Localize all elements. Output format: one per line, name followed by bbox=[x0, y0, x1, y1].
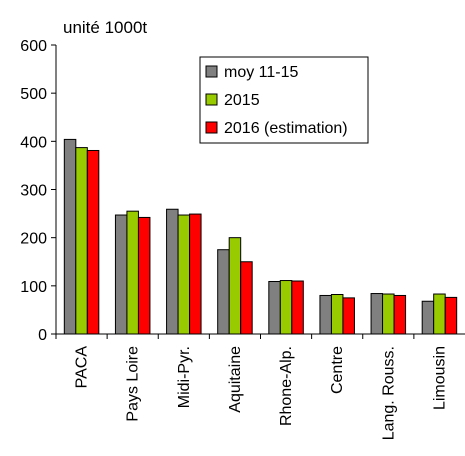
axes: 0 100 200 300 400 500 600 bbox=[20, 38, 465, 344]
y-tick-label: 400 bbox=[20, 134, 47, 151]
y-tick-label: 100 bbox=[20, 279, 47, 296]
legend-box bbox=[199, 56, 369, 144]
y-tick-label: 600 bbox=[20, 38, 47, 55]
bar bbox=[177, 214, 191, 335]
x-tick-label: Limousin bbox=[431, 346, 448, 410]
x-tick-labels: PACA Pays Loire Midi-Pyr. Aquitaine Rhone-Al… bbox=[74, 346, 449, 441]
y-tick-label: 500 bbox=[20, 86, 47, 103]
bar bbox=[126, 210, 139, 335]
bar bbox=[217, 249, 230, 335]
bar bbox=[189, 213, 202, 335]
legend-swatch bbox=[205, 121, 218, 134]
legend: moy 11-15 2015 2016 (estimation) bbox=[199, 56, 369, 144]
bar bbox=[370, 293, 384, 335]
bar bbox=[444, 296, 458, 335]
bar bbox=[382, 293, 395, 335]
bar bbox=[63, 138, 77, 335]
x-tick-label: Rhone-Alp. bbox=[278, 346, 295, 426]
bar bbox=[330, 294, 344, 335]
bar bbox=[279, 280, 293, 335]
x-tick-label: Pays Loire bbox=[125, 346, 142, 422]
x-tick-label: Aquitaine bbox=[227, 346, 244, 413]
bar bbox=[137, 216, 151, 335]
y-tick-label: 200 bbox=[20, 231, 47, 248]
x-tick-label: PACA bbox=[74, 346, 91, 389]
bar bbox=[433, 293, 446, 335]
bars bbox=[63, 138, 458, 335]
bar bbox=[393, 294, 407, 335]
bar bbox=[114, 214, 128, 335]
legend-label: moy 11-15 bbox=[224, 64, 299, 81]
x-tick-label: Lang. Rouss. bbox=[380, 346, 397, 440]
bar bbox=[291, 280, 304, 335]
legend-swatch bbox=[205, 65, 218, 78]
bar bbox=[342, 297, 355, 335]
bar bbox=[421, 300, 435, 335]
legend-label: 2016 (estimation) bbox=[224, 120, 348, 137]
y-tick-label: 300 bbox=[20, 183, 47, 200]
bar bbox=[75, 147, 88, 335]
bar bbox=[228, 237, 242, 335]
legend-label: 2015 bbox=[224, 92, 260, 109]
x-tick-label: Centre bbox=[329, 346, 346, 394]
bar bbox=[166, 208, 179, 335]
bar bbox=[240, 261, 253, 335]
bar bbox=[268, 280, 281, 335]
legend-swatch bbox=[205, 93, 218, 106]
bar bbox=[319, 294, 332, 335]
bar bbox=[86, 149, 100, 335]
unit-label: unité 1000t bbox=[63, 18, 147, 37]
y-tick-label: 0 bbox=[38, 327, 47, 344]
x-tick-label: Midi-Pyr. bbox=[176, 346, 193, 408]
